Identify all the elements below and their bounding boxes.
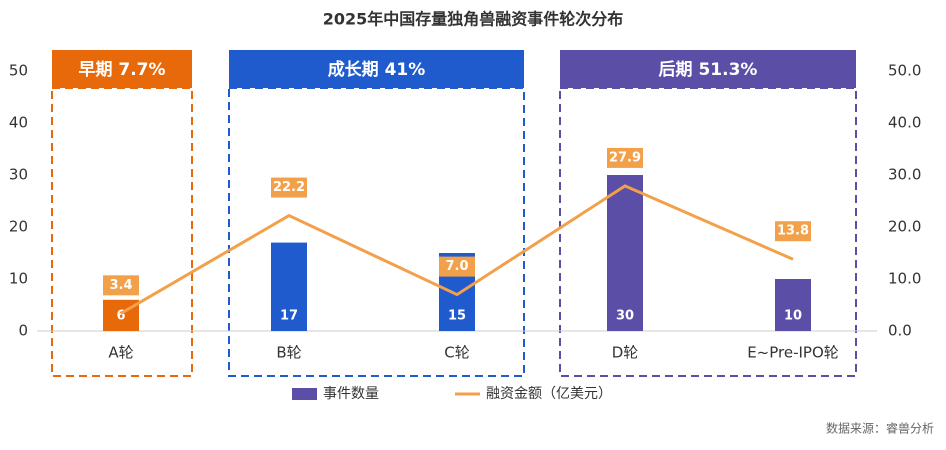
group-box <box>228 87 525 377</box>
bar <box>607 175 643 331</box>
group-label: 早期 7.7% <box>78 60 165 80</box>
y2-tick-label: 0.0 <box>888 322 912 340</box>
line-value-label: 3.4 <box>109 278 132 293</box>
bar-value-label: 6 <box>116 309 125 324</box>
y2-tick-label: 10.0 <box>888 270 921 288</box>
line-label-box <box>439 256 475 277</box>
group-label: 后期 51.3% <box>659 60 758 80</box>
y-tick-label: 50 <box>9 62 28 80</box>
group-header <box>229 50 524 88</box>
line-label-box <box>103 275 139 296</box>
group-header <box>560 50 856 88</box>
x-tick-label: B轮 <box>276 344 301 362</box>
line-label-box <box>271 177 307 198</box>
y-tick-label: 40 <box>9 114 28 132</box>
bar-value-label: 15 <box>448 309 466 324</box>
y2-tick-label: 40.0 <box>888 114 921 132</box>
source-note: 数据来源：睿兽分析 <box>826 421 934 436</box>
bar <box>775 279 811 331</box>
x-tick-label: D轮 <box>612 344 639 362</box>
legend-label: 事件数量 <box>323 386 379 402</box>
y-tick-label: 30 <box>9 166 28 184</box>
legend-swatch <box>292 388 317 400</box>
legend-label: 融资金额（亿美元） <box>486 386 612 402</box>
group-label: 成长期 41% <box>328 59 426 80</box>
bar <box>271 242 307 331</box>
line-label-box <box>775 221 811 242</box>
y2-tick-label: 50.0 <box>888 62 921 80</box>
y-tick-label: 20 <box>9 218 28 236</box>
y-tick-label: 10 <box>9 270 28 288</box>
chart-title: 2025年中国存量独角兽融资事件轮次分布 <box>323 10 624 29</box>
line-value-label: 7.0 <box>445 259 468 274</box>
line-value-label: 22.2 <box>273 180 305 195</box>
bar-value-label: 30 <box>616 309 634 324</box>
y-tick-label: 0 <box>18 322 28 340</box>
group-header <box>52 50 192 88</box>
line <box>120 184 794 315</box>
group-box <box>559 87 857 377</box>
line-value-label: 13.8 <box>777 224 809 239</box>
line-label-box <box>607 147 643 168</box>
y2-tick-label: 30.0 <box>888 166 921 184</box>
x-tick-label: E~Pre-IPO轮 <box>747 344 839 362</box>
bar-value-label: 17 <box>280 309 298 324</box>
x-tick-label: A轮 <box>108 344 133 362</box>
group-box <box>51 87 193 377</box>
y2-tick-label: 20.0 <box>888 218 921 236</box>
x-tick-label: C轮 <box>444 344 469 362</box>
bar-value-label: 10 <box>784 309 802 324</box>
line-value-label: 27.9 <box>609 150 641 165</box>
